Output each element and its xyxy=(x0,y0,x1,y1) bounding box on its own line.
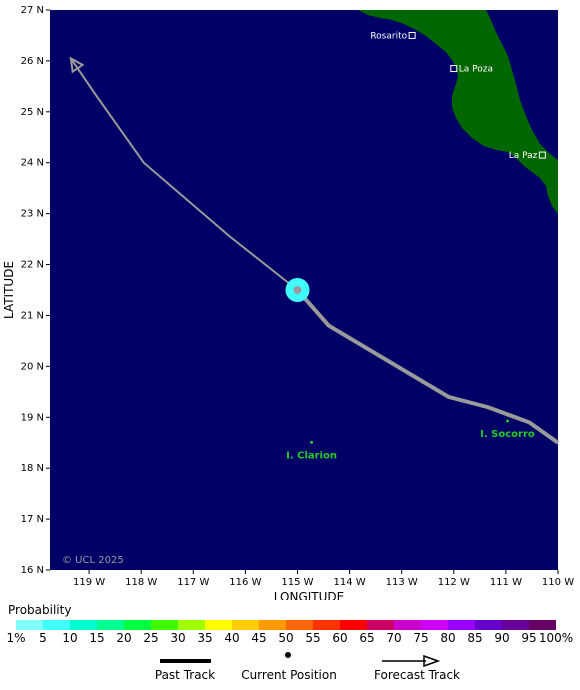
scale-swatch xyxy=(529,620,556,630)
scale-label: 80 xyxy=(440,631,456,645)
legend-title: Probability xyxy=(8,603,72,617)
town-label: La Paz xyxy=(509,151,538,161)
lat-tick-label: 16 N xyxy=(21,565,44,576)
lat-tick-label: 22 N xyxy=(21,260,44,271)
island-shape xyxy=(505,419,509,423)
scale-label: 10 xyxy=(62,631,78,645)
current-position-key-dot xyxy=(285,652,291,658)
track-key-symbols xyxy=(160,652,441,668)
track-key: Past Track Current Position Forecast Tra… xyxy=(0,650,580,690)
lat-tick-label: 17 N xyxy=(21,514,44,525)
forecast-track-key-arrow xyxy=(423,654,441,668)
scale-swatch xyxy=(16,620,43,630)
map-panel: 27 N 26 N 25 N 24 N 23 N 22 N 21 N 20 N 19 N 18 N… xyxy=(2,5,574,600)
lon-tick-label: 113 W xyxy=(386,577,418,588)
place-markers: Rosarito La Poza La Paz xyxy=(370,31,546,161)
scale-swatch xyxy=(502,620,529,630)
baja-california-land xyxy=(358,10,558,214)
scale-label: 40 xyxy=(224,631,240,645)
current-position-marker xyxy=(293,286,302,294)
scale-swatch xyxy=(232,620,259,630)
scale-label: 100% xyxy=(538,631,574,645)
island-label: I. Clarion xyxy=(286,450,337,461)
lat-tick-label: 27 N xyxy=(21,5,44,16)
current-position-label: Current Position xyxy=(241,668,337,682)
scale-label: 75 xyxy=(413,631,429,645)
scale-label: 1% xyxy=(6,631,26,645)
scale-swatch xyxy=(97,620,124,630)
scale-swatch xyxy=(70,620,97,630)
x-axis-title: LONGITUDE xyxy=(274,590,344,600)
axis-ticks xyxy=(46,9,559,574)
scale-swatch xyxy=(394,620,421,630)
lat-tick-label: 20 N xyxy=(21,361,44,372)
lat-tick-label: 25 N xyxy=(21,107,44,118)
town-marker-icon xyxy=(450,65,458,73)
probability-scale-labels: 1% 5 10 15 20 25 30 35 40 45 50 55 60 65 70 75 80 85 90 95 1… xyxy=(0,631,580,645)
lat-tick-label: 21 N xyxy=(21,310,44,321)
scale-label: 60 xyxy=(332,631,348,645)
scale-swatch xyxy=(124,620,151,630)
scale-swatch xyxy=(313,620,340,630)
town-label: Rosarito xyxy=(370,31,407,41)
scale-label: 50 xyxy=(278,631,294,645)
scale-label: 65 xyxy=(359,631,375,645)
scale-label: 15 xyxy=(89,631,105,645)
island-label: I. Socorro xyxy=(480,429,535,440)
scale-swatch xyxy=(367,620,394,630)
scale-label: 35 xyxy=(197,631,213,645)
scale-label: 95 xyxy=(521,631,537,645)
lat-tick-label: 19 N xyxy=(21,412,44,423)
forecast-arrowhead xyxy=(69,56,85,74)
lat-tick-label: 23 N xyxy=(21,209,44,220)
scale-swatch xyxy=(286,620,313,630)
lon-tick-label: 111 W xyxy=(490,577,522,588)
town-marker-icon xyxy=(408,31,416,39)
forecast-track-label: Forecast Track xyxy=(374,668,460,682)
past-track-label: Past Track xyxy=(154,668,216,682)
scale-swatch xyxy=(421,620,448,630)
island-shape xyxy=(310,440,314,444)
forecast-track-line xyxy=(69,57,299,291)
past-track-line xyxy=(295,288,560,445)
town-marker-icon xyxy=(538,151,546,159)
scale-label: 70 xyxy=(386,631,402,645)
y-axis-title: LATITUDE xyxy=(2,261,16,319)
scale-swatch xyxy=(43,620,70,630)
scale-label: 55 xyxy=(305,631,321,645)
lon-tick-label: 117 W xyxy=(177,577,209,588)
scale-label: 25 xyxy=(143,631,159,645)
copyright-text: © UCL 2025 xyxy=(62,555,124,566)
scale-swatch xyxy=(475,620,502,630)
scale-swatch xyxy=(205,620,232,630)
scale-swatch xyxy=(448,620,475,630)
latitude-tick-labels: 27 N 26 N 25 N 24 N 23 N 22 N 21 N 20 N 19 N 18 N… xyxy=(21,5,44,576)
scale-swatch xyxy=(178,620,205,630)
lon-tick-label: 118 W xyxy=(125,577,157,588)
lat-tick-label: 24 N xyxy=(21,158,44,169)
scale-swatch xyxy=(340,620,367,630)
lon-tick-label: 110 W xyxy=(542,577,574,588)
scale-label: 20 xyxy=(116,631,132,645)
scale-label: 5 xyxy=(39,631,47,645)
lon-tick-label: 115 W xyxy=(281,577,313,588)
lon-tick-label: 119 W xyxy=(73,577,105,588)
lon-tick-label: 116 W xyxy=(229,577,261,588)
scale-label: 45 xyxy=(251,631,267,645)
scale-label: 85 xyxy=(467,631,483,645)
lon-tick-label: 114 W xyxy=(334,577,366,588)
lat-tick-label: 18 N xyxy=(21,463,44,474)
probability-color-scale xyxy=(16,620,556,630)
island-labels: I. Clarion I. Socorro xyxy=(286,419,535,461)
lon-tick-label: 112 W xyxy=(438,577,470,588)
scale-swatch xyxy=(259,620,286,630)
town-label: La Poza xyxy=(459,65,493,75)
lat-tick-label: 26 N xyxy=(21,56,44,67)
longitude-tick-labels: 119 W 118 W 117 W 116 W 115 W 114 W 113 W 112 W… xyxy=(73,577,574,588)
scale-swatch xyxy=(151,620,178,630)
scale-label: 90 xyxy=(494,631,510,645)
scale-label: 30 xyxy=(170,631,186,645)
